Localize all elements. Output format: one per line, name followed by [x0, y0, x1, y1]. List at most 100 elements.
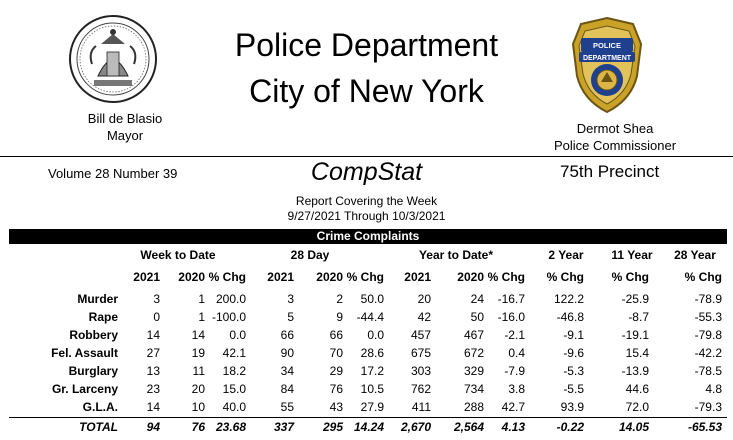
table-cell: 10: [191, 400, 205, 414]
mayor-name: Bill de Blasio: [87, 111, 163, 126]
report-covering: Report Covering the Week: [295, 194, 438, 208]
table-cell: 18.2: [222, 364, 246, 378]
total-cell: 4.13: [501, 420, 525, 434]
volume-number: Volume 28 Number 39: [48, 166, 178, 181]
row-label: Burglary: [68, 364, 118, 378]
table-cell: 0.4: [508, 346, 525, 360]
table-cell: -25.9: [621, 292, 649, 306]
commissioner-title: Police Commissioner: [553, 138, 677, 153]
nypd-badge-icon: POLICE DEPARTMENT: [571, 16, 643, 114]
table-cell: 50.0: [360, 292, 384, 306]
total-row: TOTAL 94 76 23.68 337 295 14.24 2,670 2,564 4.13 -…: [0, 418, 733, 436]
table-cell: -16.7: [497, 292, 525, 306]
table-cell: 11: [192, 364, 205, 378]
table-cell: 76: [329, 382, 343, 396]
table-cell: -7.9: [504, 364, 525, 378]
table-cell: 66: [280, 328, 294, 342]
column-header: 2021: [267, 270, 294, 284]
table-cell: -100.0: [211, 310, 246, 324]
table-cell: 0: [153, 310, 160, 324]
table-cell: 29: [329, 364, 343, 378]
table-cell: 66: [329, 328, 343, 342]
table-cell: 10.5: [360, 382, 384, 396]
compstat-title: CompStat: [310, 158, 423, 186]
precinct-name: 75th Precinct: [560, 162, 660, 181]
table-cell: 672: [463, 346, 484, 360]
group-header: 11 Year: [611, 248, 653, 262]
total-cell: 14.24: [353, 420, 384, 434]
table-cell: -78.5: [694, 364, 722, 378]
table-cell: 27.9: [360, 400, 384, 414]
table-cell: -79.3: [694, 400, 722, 414]
table-cell: -2.1: [504, 328, 525, 342]
table-cell: 20: [417, 292, 431, 306]
table-cell: 19: [191, 346, 205, 360]
table-cell: -44.4: [356, 310, 384, 324]
table-cell: 411: [411, 400, 431, 414]
table-cell: 14: [146, 400, 160, 414]
table-cell: 3: [287, 292, 294, 306]
table-cell: 93.9: [560, 400, 584, 414]
table-cell: -9.1: [563, 328, 584, 342]
table-cell: 1: [198, 292, 205, 306]
table-cell: -42.2: [694, 346, 722, 360]
total-cell: 94: [146, 420, 160, 434]
table-row: G.L.A. 14 10 40.0 55 43 27.9 411 288 42.7 93.9 72.0…: [0, 398, 733, 416]
report-period: 9/27/2021 Through 10/3/2021: [287, 209, 446, 223]
table-cell: 23: [146, 382, 160, 396]
svg-text:DEPARTMENT: DEPARTMENT: [583, 55, 632, 62]
row-label: Gr. Larceny: [51, 382, 118, 396]
table-cell: 15.0: [222, 382, 246, 396]
table-cell: 329: [463, 364, 484, 378]
table-cell: -8.7: [628, 310, 649, 324]
table-cell: 2: [336, 292, 343, 306]
table-cell: 0.0: [367, 328, 384, 342]
table-cell: -55.3: [694, 310, 722, 324]
total-cell: 23.68: [215, 420, 246, 434]
header-divider: [0, 156, 733, 157]
row-label: G.L.A.: [82, 400, 118, 414]
row-label: Robbery: [69, 328, 118, 342]
total-cell: 2,564: [453, 420, 484, 434]
table-cell: 15.4: [625, 346, 649, 360]
table-cell: 734: [463, 382, 484, 396]
table-cell: -78.9: [694, 292, 722, 306]
column-header-row: 2021 2020% Chg 2021 2020% Chg 2021 2020% Chg%…: [0, 268, 733, 286]
table-cell: 72.0: [625, 400, 649, 414]
group-header: Year to Date*: [418, 248, 494, 262]
table-row: Burglary 13 11 18.2 34 29 17.2 303 329 -7.9 -5.3 -1…: [0, 362, 733, 380]
page-title-line1: Police Department: [234, 27, 499, 63]
group-header: 28 Year: [674, 248, 716, 262]
table-cell: 762: [410, 382, 431, 396]
page-title-line2: City of New York: [249, 73, 484, 109]
table-cell: 457: [410, 328, 431, 342]
table-cell: 5: [287, 310, 294, 324]
table-cell: 55: [280, 400, 294, 414]
table-cell: 34: [280, 364, 294, 378]
table-cell: -46.8: [556, 310, 584, 324]
table-cell: 675: [410, 346, 431, 360]
table-cell: 1: [198, 310, 205, 324]
table-cell: 9: [336, 310, 343, 324]
table-cell: 13: [146, 364, 160, 378]
row-label: Rape: [88, 310, 118, 324]
table-cell: 4.8: [705, 382, 722, 396]
table-cell: 0.0: [229, 328, 246, 342]
row-label: TOTAL: [79, 420, 118, 434]
table-cell: 90: [280, 346, 294, 360]
table-cell: 42.1: [222, 346, 246, 360]
table-cell: -16.0: [497, 310, 525, 324]
total-cell: 76: [191, 420, 205, 434]
crime-complaints-banner: Crime Complaints: [9, 229, 727, 244]
table-cell: 44.6: [625, 382, 649, 396]
table-cell: 42: [417, 310, 431, 324]
table-cell: 14: [146, 328, 160, 342]
table-cell: 3: [153, 292, 160, 306]
total-cell: 14.05: [618, 420, 649, 434]
column-header: % Chg: [487, 270, 525, 284]
table-cell: 467: [463, 328, 484, 342]
table-cell: -19.1: [621, 328, 649, 342]
table-row: Gr. Larceny 23 20 15.0 84 76 10.5 762 734 3.8 -5.5…: [0, 380, 733, 398]
table-cell: 40.0: [222, 400, 246, 414]
group-header: 28 Day: [290, 248, 330, 262]
